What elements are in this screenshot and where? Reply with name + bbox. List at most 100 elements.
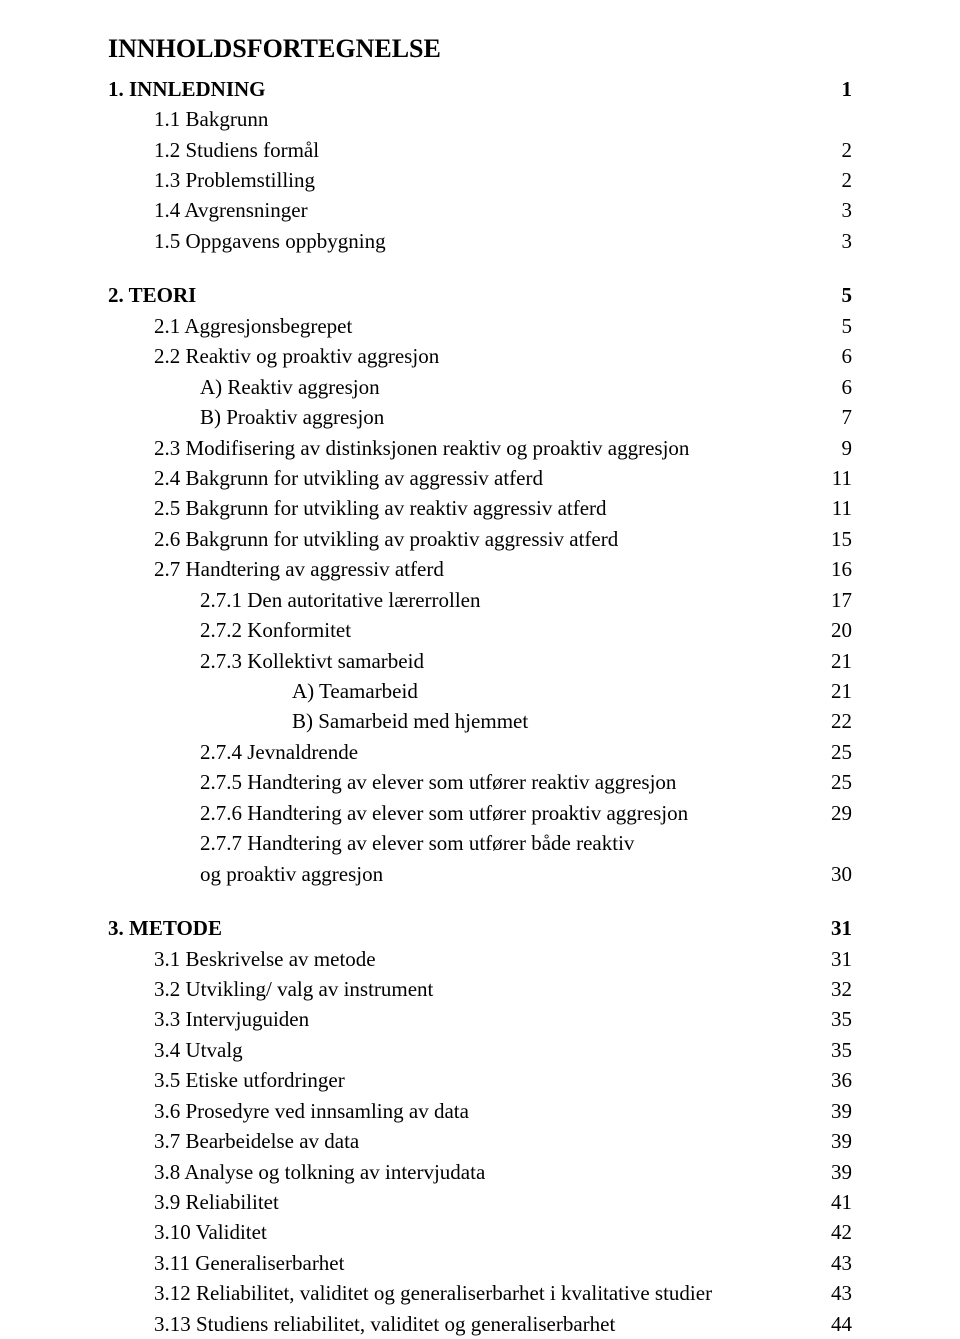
toc-entry: B) Samarbeid med hjemmet22 [108,706,852,736]
toc-entry: 2.7.3 Kollektivt samarbeid21 [108,646,852,676]
table-of-contents: 1. INNLEDNING11.1 Bakgrunn1.2 Studiens f… [108,74,852,1339]
toc-entry-label: 2.4 Bakgrunn for utvikling av aggressiv … [108,463,816,493]
toc-entry: og proaktiv aggresjon30 [108,859,852,889]
toc-entry-label: 2.7.5 Handtering av elever som utfører r… [108,767,816,797]
toc-entry: 3.8 Analyse og tolkning av intervjudata3… [108,1157,852,1187]
toc-entry-label: 3.1 Beskrivelse av metode [108,944,816,974]
toc-entry-label: og proaktiv aggresjon [108,859,816,889]
toc-entry-page: 16 [816,554,852,584]
toc-entry-label: 2.3 Modifisering av distinksjonen reakti… [108,433,816,463]
toc-entry-page: 2 [816,165,852,195]
toc-entry-page: 3 [816,226,852,256]
toc-entry: 3.2 Utvikling/ valg av instrument32 [108,974,852,1004]
toc-entry: 3.11 Generaliserbarhet43 [108,1248,852,1278]
toc-entry: 2.5 Bakgrunn for utvikling av reaktiv ag… [108,493,852,523]
toc-entry-label: 2.7.7 Handtering av elever som utfører b… [108,828,816,858]
toc-entry-label: A) Teamarbeid [108,676,816,706]
toc-entry: 3.6 Prosedyre ved innsamling av data39 [108,1096,852,1126]
toc-entry-page: 42 [816,1217,852,1247]
toc-entry-label: 2.6 Bakgrunn for utvikling av proaktiv a… [108,524,816,554]
toc-entry: 2.7.1 Den autoritative lærerrollen17 [108,585,852,615]
toc-entry: 2.7 Handtering av aggressiv atferd16 [108,554,852,584]
toc-entry-label: 3.4 Utvalg [108,1035,816,1065]
toc-entry: 3.12 Reliabilitet, validitet og generali… [108,1278,852,1308]
toc-entry: A) Reaktiv aggresjon6 [108,372,852,402]
toc-entry-label: 1. INNLEDNING [108,74,816,104]
toc-entry-label: 2.7.1 Den autoritative lærerrollen [108,585,816,615]
toc-entry: B) Proaktiv aggresjon7 [108,402,852,432]
toc-entry: 3. METODE31 [108,913,852,943]
toc-entry: 2. TEORI5 [108,280,852,310]
toc-entry: 2.3 Modifisering av distinksjonen reakti… [108,433,852,463]
toc-entry-label: A) Reaktiv aggresjon [108,372,816,402]
toc-entry-page: 15 [816,524,852,554]
toc-entry: 2.7.7 Handtering av elever som utfører b… [108,828,852,858]
toc-entry-page: 43 [816,1248,852,1278]
toc-entry-page: 22 [816,706,852,736]
toc-entry: 2.7.6 Handtering av elever som utfører p… [108,798,852,828]
toc-entry-label: 2.5 Bakgrunn for utvikling av reaktiv ag… [108,493,816,523]
toc-entry-page: 39 [816,1126,852,1156]
toc-entry: 2.6 Bakgrunn for utvikling av proaktiv a… [108,524,852,554]
toc-entry-page: 39 [816,1096,852,1126]
toc-entry-label: 3.10 Validitet [108,1217,816,1247]
toc-entry: A) Teamarbeid21 [108,676,852,706]
toc-entry-label: 1.3 Problemstilling [108,165,816,195]
toc-entry-label: 1.2 Studiens formål [108,135,816,165]
toc-entry-page: 30 [816,859,852,889]
toc-entry: 2.7.2 Konformitet20 [108,615,852,645]
toc-entry-label: B) Proaktiv aggresjon [108,402,816,432]
toc-entry-label: 1.1 Bakgrunn [108,104,816,134]
toc-entry: 1. INNLEDNING1 [108,74,852,104]
toc-entry-label: 3.13 Studiens reliabilitet, validitet og… [108,1309,816,1339]
toc-entry-page: 25 [816,767,852,797]
toc-entry-page: 3 [816,195,852,225]
toc-entry-label: 2.7.4 Jevnaldrende [108,737,816,767]
toc-entry-page: 25 [816,737,852,767]
toc-entry-page: 31 [816,913,852,943]
toc-entry-label: 3.2 Utvikling/ valg av instrument [108,974,816,1004]
toc-entry-page: 35 [816,1004,852,1034]
toc-entry: 2.7.4 Jevnaldrende25 [108,737,852,767]
toc-entry: 1.3 Problemstilling2 [108,165,852,195]
toc-entry-page: 32 [816,974,852,1004]
toc-entry-label: 3.6 Prosedyre ved innsamling av data [108,1096,816,1126]
toc-entry-page: 41 [816,1187,852,1217]
toc-entry-page: 6 [816,341,852,371]
toc-entry-page: 43 [816,1278,852,1308]
toc-entry-page: 35 [816,1035,852,1065]
toc-entry: 1.1 Bakgrunn [108,104,852,134]
toc-entry-label: 3.9 Reliabilitet [108,1187,816,1217]
toc-entry: 2.4 Bakgrunn for utvikling av aggressiv … [108,463,852,493]
page-title: INNHOLDSFORTEGNELSE [108,30,852,68]
toc-entry-page: 7 [816,402,852,432]
toc-entry: 2.7.5 Handtering av elever som utfører r… [108,767,852,797]
toc-entry-page: 5 [816,280,852,310]
toc-entry-label: 3.11 Generaliserbarhet [108,1248,816,1278]
toc-entry-label: 2.2 Reaktiv og proaktiv aggresjon [108,341,816,371]
toc-entry-page: 21 [816,646,852,676]
toc-entry-label: 2.1 Aggresjonsbegrepet [108,311,816,341]
toc-entry-page: 1 [816,74,852,104]
toc-entry-label: 3.3 Intervjuguiden [108,1004,816,1034]
toc-entry: 3.5 Etiske utfordringer36 [108,1065,852,1095]
toc-entry-label: 2.7.2 Konformitet [108,615,816,645]
toc-entry-page: 11 [816,463,852,493]
toc-entry: 3.10 Validitet42 [108,1217,852,1247]
toc-entry: 3.7 Bearbeidelse av data39 [108,1126,852,1156]
toc-entry-page: 44 [816,1309,852,1339]
toc-entry-label: 1.5 Oppgavens oppbygning [108,226,816,256]
toc-entry-page: 5 [816,311,852,341]
toc-entry-label: 3.7 Bearbeidelse av data [108,1126,816,1156]
toc-entry-page: 17 [816,585,852,615]
toc-entry: 1.4 Avgrensninger3 [108,195,852,225]
toc-entry: 1.2 Studiens formål2 [108,135,852,165]
toc-entry: 1.5 Oppgavens oppbygning3 [108,226,852,256]
toc-entry: 3.4 Utvalg35 [108,1035,852,1065]
toc-entry-page: 39 [816,1157,852,1187]
toc-entry-page: 2 [816,135,852,165]
toc-entry-page: 9 [816,433,852,463]
toc-entry-page: 31 [816,944,852,974]
toc-entry-page: 20 [816,615,852,645]
toc-entry: 2.2 Reaktiv og proaktiv aggresjon6 [108,341,852,371]
